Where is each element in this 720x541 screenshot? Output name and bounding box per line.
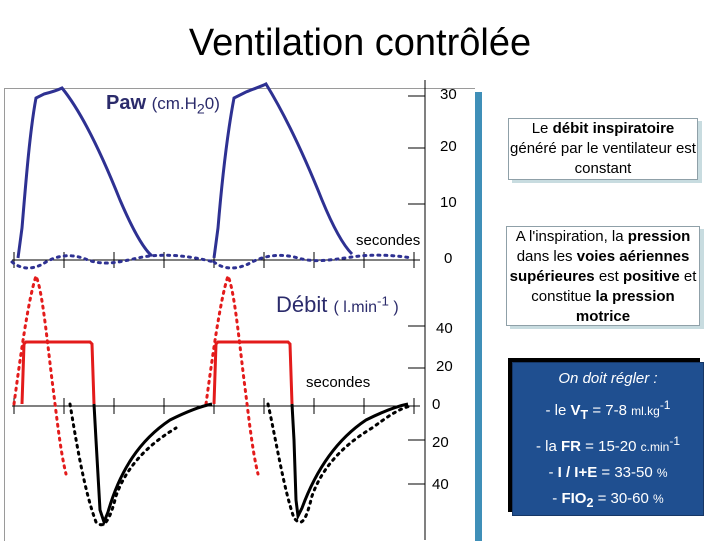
pressure-curve-cycle-2-dotted bbox=[212, 253, 414, 270]
pressure-tick-label: 10 bbox=[440, 194, 457, 211]
flow-inspiratory-cycle-1 bbox=[20, 340, 96, 405]
note-pressure: A l'inspiration, la pression dans les vo… bbox=[506, 226, 700, 326]
note-constant-flow: Le débit inspiratoire généré par le vent… bbox=[508, 118, 698, 180]
setting-fr: - la FR = 15-20 c.min-1 bbox=[536, 434, 680, 455]
pressure-curve-cycle-1 bbox=[16, 86, 154, 259]
pressure-unit: (cm.H20) bbox=[151, 94, 220, 118]
flow-expiratory-dotted-2 bbox=[266, 402, 412, 524]
pressure-chart-label: Paw (cm.H20) bbox=[106, 92, 220, 117]
flow-expiratory-cycle-2 bbox=[290, 402, 409, 522]
flow-chart-label: Débit ( l.min-1 ) bbox=[276, 292, 399, 318]
chart-panel bbox=[4, 88, 475, 541]
flow-baseline-ticks bbox=[13, 398, 415, 414]
flow-unit: ( l.min-1 ) bbox=[333, 293, 399, 316]
flow-x-label: secondes bbox=[306, 374, 371, 391]
pressure-tick-label: 0 bbox=[444, 250, 453, 267]
pressure-tick-label: 20 bbox=[440, 138, 457, 155]
flow-label: Débit bbox=[276, 292, 328, 317]
settings-heading: On doit régler : bbox=[558, 370, 658, 387]
flow-tick-label: 40 bbox=[436, 320, 453, 337]
flow-inspiratory-cycle-2 bbox=[212, 340, 294, 405]
pressure-tick-label: 30 bbox=[440, 86, 457, 103]
flow-tick-label: 20 bbox=[432, 434, 449, 451]
pressure-curve-cycle-1-dotted bbox=[10, 253, 216, 270]
pressure-label: Paw bbox=[106, 92, 147, 114]
page-title: Ventilation contrôlée bbox=[188, 22, 532, 64]
flow-expiratory-cycle-1 bbox=[92, 402, 213, 527]
flow-tick-label: 40 bbox=[432, 476, 449, 493]
flow-tick-label: 20 bbox=[436, 358, 453, 375]
setting-vt: - le VT = 7-8 ml.kg-1 bbox=[545, 398, 671, 422]
flow-expiratory-dotted-1 bbox=[68, 402, 178, 527]
flow-inspiratory-dotted-1 bbox=[12, 271, 68, 476]
note-settings: On doit régler : - le VT = 7-8 ml.kg-1 -… bbox=[512, 362, 704, 516]
setting-fio2: - FIO2 = 30-60 % bbox=[552, 490, 664, 510]
flow-inspiratory-dotted-2 bbox=[204, 271, 260, 476]
setting-ie: - I / I+E = 33-50 % bbox=[548, 464, 668, 481]
pressure-x-label: secondes bbox=[356, 232, 421, 249]
flow-tick-label: 0 bbox=[432, 396, 441, 413]
pressure-curve-cycle-2 bbox=[212, 82, 354, 259]
